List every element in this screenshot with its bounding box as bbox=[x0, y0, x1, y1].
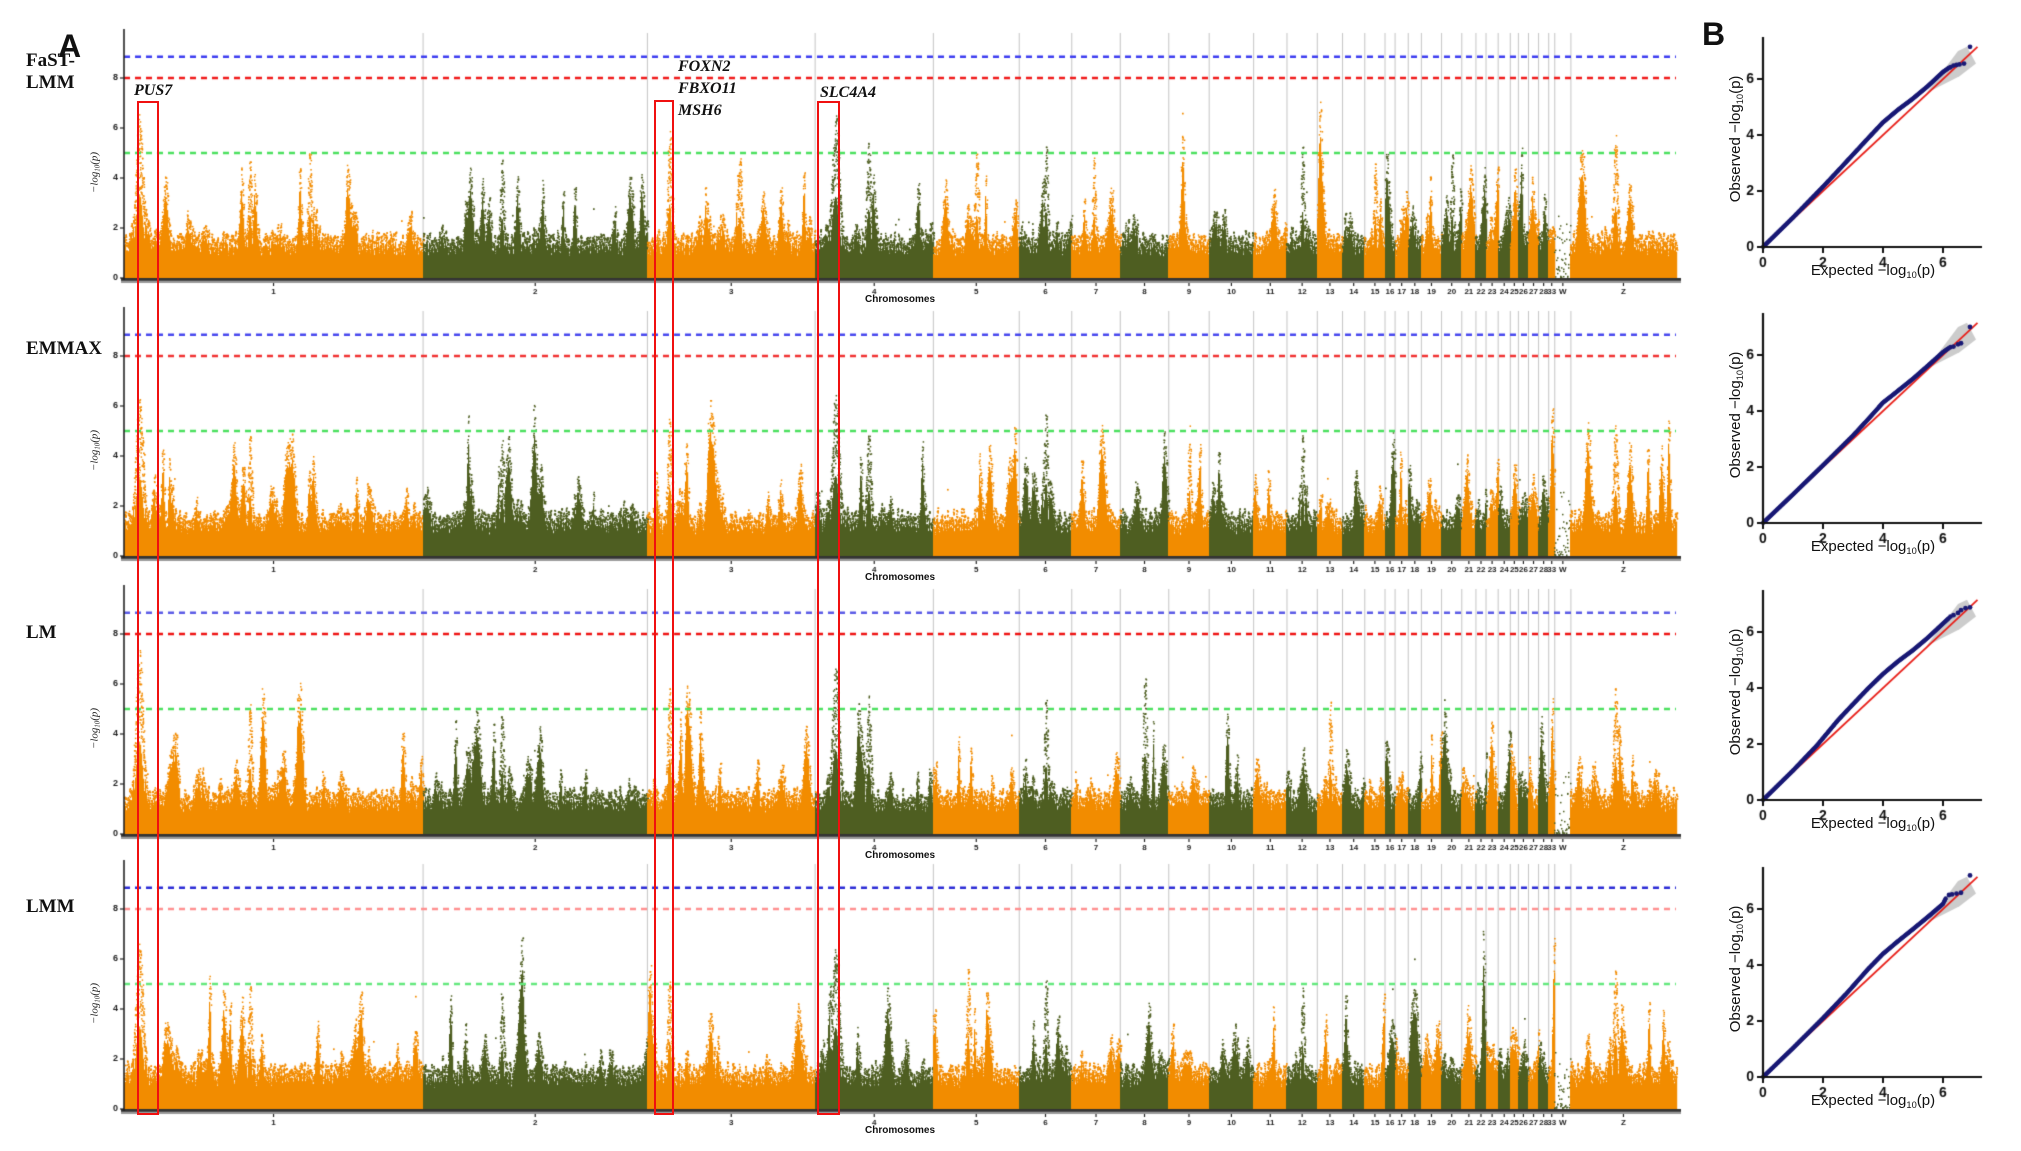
ylabel-suffix: (p) bbox=[88, 429, 101, 443]
qq-xlabel-text: Expected −log bbox=[1810, 815, 1907, 832]
qq-ylabel-sub: 10 bbox=[1734, 646, 1745, 658]
highlight-box-msh6 bbox=[654, 100, 674, 1115]
manhattan-xlabel-4: Chromosomes bbox=[864, 1125, 935, 1136]
gene-label-msh6: MSH6 bbox=[678, 102, 722, 119]
gene-label-pus7: PUS7 bbox=[134, 82, 173, 99]
qq-xlabel-sub: 10 bbox=[1906, 269, 1917, 280]
manhattan-ylabel-2: −log10(p) bbox=[88, 396, 101, 506]
method-label-lmm: LMM bbox=[26, 896, 75, 917]
qq-xlabel-suffix: (p) bbox=[1916, 1092, 1936, 1109]
gene-label-slc4a4: SLC4A4 bbox=[820, 84, 877, 101]
manhattan-xlabel-2: Chromosomes bbox=[864, 572, 935, 583]
manhattan-plot-lmm bbox=[100, 854, 1700, 1134]
ylabel-text: −log bbox=[88, 449, 101, 472]
qq-ylabel-2: Observed −log10(p) bbox=[1727, 305, 1745, 525]
method-label-lm: LM bbox=[26, 622, 57, 643]
manhattan-ylabel-3: −log10(p) bbox=[88, 674, 101, 784]
qq-ylabel-suffix: (p) bbox=[1727, 905, 1745, 924]
ylabel-sub: 10 bbox=[94, 995, 102, 1003]
qq-ylabel-text: Observed −log bbox=[1727, 380, 1745, 479]
qq-xlabel-suffix: (p) bbox=[1916, 262, 1936, 279]
manhattan-plot-emmax bbox=[100, 301, 1700, 581]
qq-xlabel-text: Expected −log bbox=[1810, 538, 1907, 555]
ylabel-text: −log bbox=[88, 171, 101, 194]
ylabel-sub: 10 bbox=[94, 442, 102, 450]
qq-xlabel-sub: 10 bbox=[1906, 822, 1917, 833]
qq-ylabel-suffix: (p) bbox=[1727, 351, 1745, 370]
ylabel-sub: 10 bbox=[94, 164, 102, 172]
manhattan-plot-lm bbox=[100, 579, 1700, 859]
highlight-box-pus7 bbox=[137, 101, 159, 1115]
qq-xlabel-sub: 10 bbox=[1906, 545, 1917, 556]
qq-xlabel-suffix: (p) bbox=[1916, 538, 1936, 555]
highlight-box-slc4a4 bbox=[817, 101, 840, 1115]
qq-ylabel-sub: 10 bbox=[1734, 93, 1745, 105]
qq-ylabel-3: Observed −log10(p) bbox=[1727, 582, 1745, 802]
qq-ylabel-text: Observed −log bbox=[1727, 934, 1745, 1033]
ylabel-suffix: (p) bbox=[88, 707, 101, 721]
qq-xlabel-3: Expected −log10(p) bbox=[1763, 815, 1983, 833]
qq-ylabel-suffix: (p) bbox=[1727, 75, 1745, 94]
qq-xlabel-sub: 10 bbox=[1906, 1099, 1917, 1110]
qq-xlabel-text: Expected −log bbox=[1810, 1092, 1907, 1109]
qq-xlabel-1: Expected −log10(p) bbox=[1763, 262, 1983, 280]
manhattan-plot-fast-lmm bbox=[100, 23, 1700, 303]
qq-ylabel-suffix: (p) bbox=[1727, 628, 1745, 647]
qq-ylabel-sub: 10 bbox=[1734, 369, 1745, 381]
qq-xlabel-text: Expected −log bbox=[1810, 262, 1907, 279]
qq-xlabel-suffix: (p) bbox=[1916, 815, 1936, 832]
qq-ylabel-4: Observed −log10(p) bbox=[1727, 859, 1745, 1079]
manhattan-xlabel-1: Chromosomes bbox=[864, 294, 935, 305]
qq-plot-emmax bbox=[1712, 291, 2012, 551]
ylabel-sub: 10 bbox=[94, 720, 102, 728]
qq-xlabel-2: Expected −log10(p) bbox=[1763, 538, 1983, 556]
manhattan-ylabel-4: −log10(p) bbox=[88, 949, 101, 1059]
manhattan-xlabel-3: Chromosomes bbox=[864, 850, 935, 861]
qq-plot-lm bbox=[1712, 568, 2012, 828]
method-label-fast-lmm: FaST- LMM bbox=[26, 50, 75, 93]
qq-plot-lmm bbox=[1712, 845, 2012, 1105]
qq-plot-fast-lmm bbox=[1712, 15, 2012, 275]
qq-ylabel-text: Observed −log bbox=[1727, 657, 1745, 756]
method-label-emmax: EMMAX bbox=[26, 338, 102, 359]
qq-ylabel-text: Observed −log bbox=[1727, 104, 1745, 203]
qq-xlabel-4: Expected −log10(p) bbox=[1763, 1092, 1983, 1110]
manhattan-ylabel-1: −log10(p) bbox=[88, 118, 101, 228]
qq-ylabel-1: Observed −log10(p) bbox=[1727, 29, 1745, 249]
gene-label-foxn2: FOXN2 bbox=[678, 58, 731, 75]
ylabel-text: −log bbox=[88, 1002, 101, 1025]
panel-a-label: A bbox=[58, 28, 82, 64]
ylabel-suffix: (p) bbox=[88, 982, 101, 996]
gene-label-fbxo11: FBXO11 bbox=[678, 80, 737, 97]
ylabel-text: −log bbox=[88, 727, 101, 750]
ylabel-suffix: (p) bbox=[88, 151, 101, 165]
qq-ylabel-sub: 10 bbox=[1734, 923, 1745, 935]
